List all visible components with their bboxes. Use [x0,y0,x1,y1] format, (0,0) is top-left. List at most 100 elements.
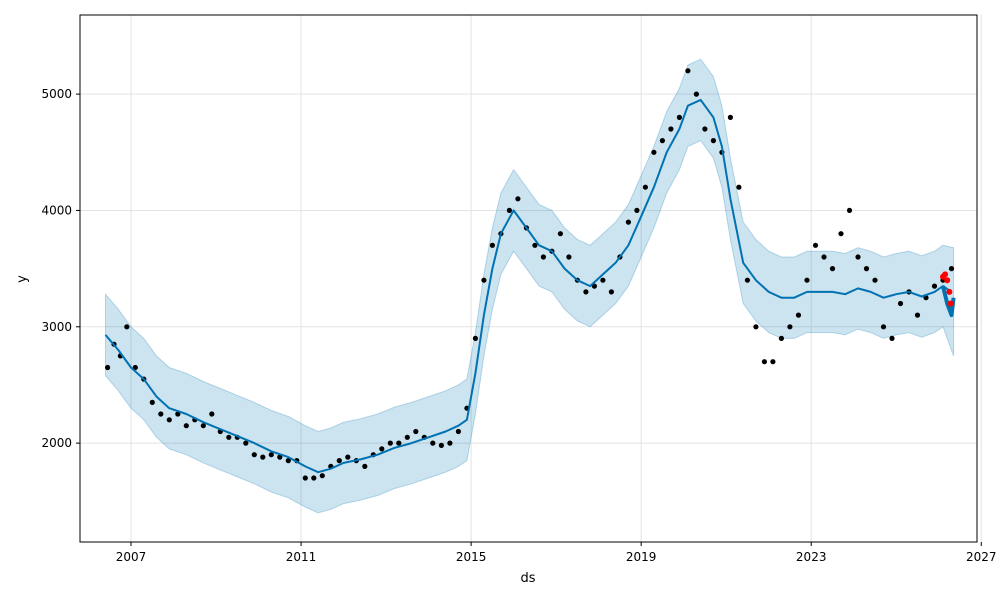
y-tick-label: 4000 [41,203,72,217]
observed-point [600,277,606,283]
observed-point [914,312,921,318]
observed-point [642,184,649,190]
observed-point [770,359,776,365]
observed-point [515,196,521,202]
x-tick-label: 2019 [626,550,657,564]
observed-point [812,242,819,248]
y-axis-label: y [15,275,30,283]
observed-point [532,242,538,248]
recent-point [942,271,949,278]
observed-point [506,207,512,213]
observed-point [226,434,232,440]
y-tick-label: 5000 [41,87,72,101]
observed-point [540,254,547,260]
observed-point [685,68,691,74]
observed-point [455,428,461,435]
observed-point [447,440,453,446]
observed-point [166,417,172,423]
observed-point [710,138,717,144]
observed-point [209,411,215,417]
y-tick-label: 2000 [41,436,72,450]
observed-point [183,423,189,429]
observed-point [727,114,734,120]
observed-point [404,434,410,440]
observed-point [795,312,802,318]
x-tick-label: 2023 [796,550,827,564]
observed-point [804,277,810,283]
observed-point [931,283,938,289]
observed-point [387,440,393,446]
observed-point [736,184,742,190]
grid [80,15,982,542]
observed-point [430,440,436,446]
observed-point [744,277,751,283]
observed-point [557,231,564,237]
observed-point [243,440,249,446]
recent-point [947,300,954,307]
observed-point [481,277,487,283]
observed-point [285,458,291,464]
observed-point [651,149,657,155]
observed-point [302,475,308,481]
observed-point [753,324,759,330]
observed-point [761,359,768,365]
observed-point [583,289,589,295]
observed-point [132,364,138,371]
observed-point [149,399,155,405]
observed-point [608,289,615,295]
x-tick-label: 2011 [286,550,317,564]
observed-point [863,266,870,272]
observed-point [872,277,878,283]
observed-point [362,463,368,469]
observed-point [897,300,904,307]
observed-point [319,473,325,479]
x-axis-ticks: 2007 2011 2015 2019 2023 2027 [116,542,997,564]
observed-point [268,452,274,458]
observed-point [659,138,666,144]
observed-point [566,254,572,260]
observed-point [676,114,683,120]
y-axis-ticks: 2000 3000 4000 5000 [41,87,80,450]
uncertainty-area [105,58,955,514]
observed-point [260,454,266,460]
observed-point [829,266,836,272]
forecast-line [104,98,953,474]
recent-points [940,271,954,307]
observed-point [345,454,351,460]
observed-point [251,452,257,458]
observed-point [855,254,861,260]
observed-point [200,423,206,429]
plot-frame [79,14,978,543]
observed-point [702,126,708,132]
observed-point [634,207,640,213]
observed-point [379,446,385,452]
recent-point [944,277,951,284]
observed-point [124,324,130,330]
observed-point [591,283,598,289]
observed-point [489,242,495,248]
observed-point [846,207,853,213]
y-tick-label: 3000 [41,320,72,334]
observed-point [158,411,164,417]
observed-point [948,266,955,272]
observed-point [396,440,402,446]
observed-point [787,324,793,330]
observed-point [175,411,181,417]
x-axis-label: ds [520,571,535,586]
observed-point [838,231,844,237]
forecast-lines [104,98,956,474]
observed-point [472,335,478,341]
observed-point [889,335,895,341]
observed-point [880,324,887,330]
observed-point [336,458,342,464]
observed-point [311,475,317,481]
observed-point [693,91,700,97]
observed-point [821,254,827,260]
x-tick-label: 2015 [456,550,487,564]
plot-area [80,15,977,542]
observed-point [625,219,632,225]
x-tick-label: 2007 [116,550,147,564]
observed-point [413,428,419,435]
